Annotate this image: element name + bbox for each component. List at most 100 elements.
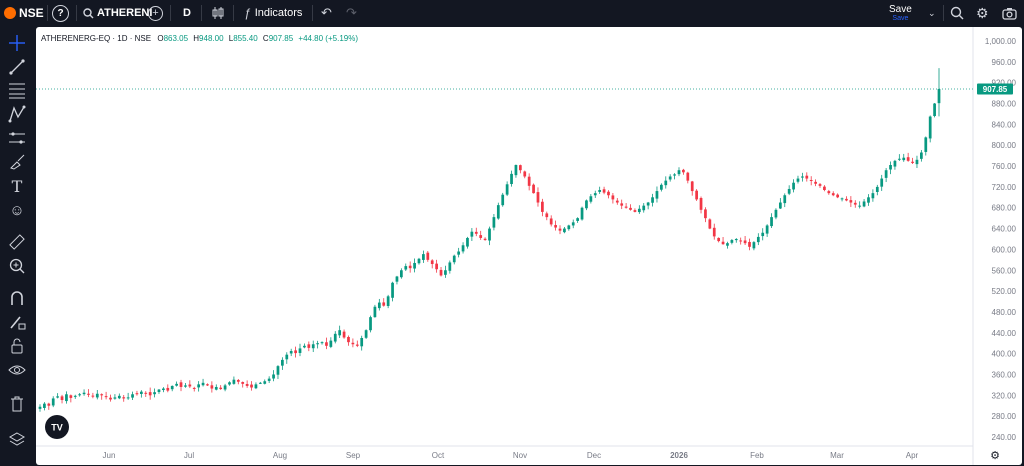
candle-body <box>113 397 117 399</box>
emoji-tool[interactable]: ☺ <box>7 200 27 220</box>
candle <box>206 383 209 387</box>
candle <box>831 191 835 197</box>
y-tick-label: 920.00 <box>992 79 1017 88</box>
symbol-legend: ATHERENERG-EQ · 1D · NSE O863.05 H948.00… <box>41 34 358 43</box>
y-tick-label: 960.00 <box>992 58 1017 67</box>
symbol-search[interactable]: ATHERENI <box>83 0 152 26</box>
magnet-tool[interactable] <box>7 288 27 308</box>
save-button[interactable]: Save Save <box>889 0 912 26</box>
candle <box>668 174 672 182</box>
price-chart[interactable]: 1,000.00 960.00 920.00 880.00 840.00 800.00 76… <box>36 27 1022 465</box>
candle <box>783 193 787 208</box>
candle <box>704 207 707 223</box>
candle <box>686 171 690 184</box>
candle <box>311 340 315 353</box>
candle <box>43 402 46 411</box>
compare-add-button[interactable]: + <box>148 0 163 26</box>
lock-drawings-tool[interactable] <box>7 312 27 332</box>
eye-icon <box>8 365 26 375</box>
candle-body <box>144 392 148 394</box>
candle-body <box>192 387 196 389</box>
object-tree-tool[interactable] <box>7 430 27 450</box>
fib-tool[interactable] <box>7 80 27 100</box>
candle <box>699 196 703 214</box>
divider <box>47 5 48 21</box>
x-tick-label: Jul <box>184 451 194 460</box>
remove-tool[interactable] <box>7 394 27 414</box>
candle-body <box>677 170 681 175</box>
trendline-tool[interactable] <box>7 57 27 77</box>
undo-button[interactable]: ↶ <box>321 0 332 26</box>
measure-tool[interactable] <box>7 232 27 252</box>
interval-button[interactable]: D <box>183 0 191 26</box>
candle-body <box>593 193 597 196</box>
candle <box>448 260 452 274</box>
candle-body <box>461 245 465 252</box>
exchange-label: NSE <box>19 6 44 20</box>
pattern-tool[interactable] <box>7 104 27 124</box>
brush-tool[interactable] <box>7 152 27 172</box>
candle-body <box>364 330 368 338</box>
settings-button[interactable]: ⚙ <box>976 0 989 26</box>
snapshot-button[interactable] <box>1002 0 1017 26</box>
candle <box>117 393 121 400</box>
save-menu-button[interactable]: ⌄ <box>928 0 936 26</box>
axis-settings-icon[interactable]: ⚙ <box>990 450 1000 462</box>
candle <box>298 343 302 357</box>
redo-button[interactable]: ↷ <box>346 0 357 26</box>
candle <box>135 390 139 396</box>
candle <box>893 159 897 170</box>
candle <box>862 198 866 208</box>
candle <box>391 281 394 302</box>
candle <box>104 391 108 400</box>
candle <box>761 228 765 241</box>
candle <box>47 402 51 410</box>
help-button[interactable]: ? <box>52 0 69 26</box>
projection-tool[interactable] <box>7 128 27 148</box>
tradingview-logo[interactable]: TV <box>45 415 69 439</box>
candle <box>457 247 461 258</box>
candle-body <box>206 384 209 386</box>
candle-body <box>333 333 337 342</box>
candle-body <box>884 170 888 178</box>
lock-icon <box>11 338 23 354</box>
text-tool[interactable]: T <box>7 176 27 196</box>
chart-type-button[interactable] <box>212 0 224 26</box>
candle-body <box>197 384 201 388</box>
candle-body <box>298 348 302 353</box>
candle-body <box>611 195 615 200</box>
candle <box>126 392 130 400</box>
chart-pane[interactable]: 1,000.00 960.00 920.00 880.00 840.00 800.00 76… <box>36 27 1022 465</box>
save-label: Save <box>889 3 912 15</box>
undo-icon: ↶ <box>321 5 332 20</box>
candle-body <box>311 344 315 349</box>
layers-icon <box>8 432 26 446</box>
indicators-button[interactable]: ƒ Indicators <box>244 0 302 26</box>
candle-body <box>470 231 474 237</box>
zoom-tool[interactable] <box>7 256 27 276</box>
candle <box>853 200 857 208</box>
candle-body <box>430 260 434 265</box>
camera-icon <box>1002 7 1017 20</box>
candle <box>602 186 606 195</box>
crosshair-tool[interactable] <box>7 33 27 53</box>
candle-body <box>166 387 170 391</box>
candle-body <box>65 394 68 402</box>
nse-logo-icon <box>4 7 16 19</box>
candle-body <box>100 394 104 396</box>
exchange-logo[interactable]: NSE <box>4 0 44 26</box>
visibility-tool[interactable] <box>7 360 27 380</box>
candle-body <box>690 181 694 192</box>
lock-tool[interactable] <box>7 336 27 356</box>
candle-body <box>417 258 421 264</box>
candle-body <box>704 209 707 219</box>
candle-body <box>60 396 64 401</box>
candle <box>157 388 161 394</box>
quick-search-button[interactable] <box>950 0 964 26</box>
candle-body <box>488 228 491 241</box>
candle <box>598 186 602 194</box>
low-value: 855.40 <box>233 34 258 43</box>
candle <box>386 294 390 309</box>
candle <box>236 379 240 385</box>
candle-body <box>686 172 690 181</box>
